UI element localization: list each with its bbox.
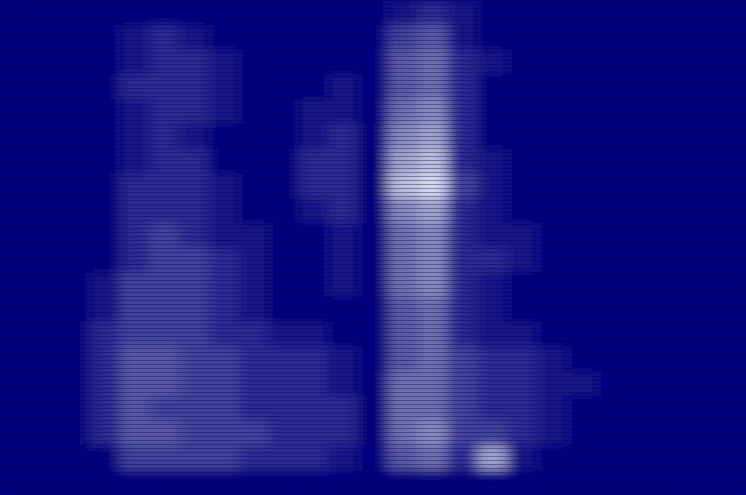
striation [0, 0, 746, 495]
background [0, 0, 746, 495]
cells [0, 0, 746, 495]
spectrogram [0, 0, 746, 495]
